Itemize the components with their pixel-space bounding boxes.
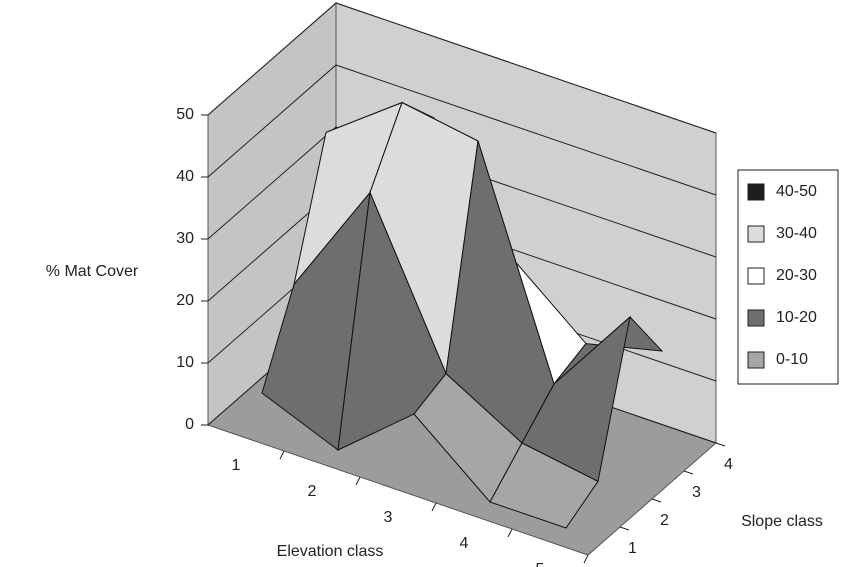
- legend-swatch: [747, 351, 765, 369]
- legend-label: 0-10: [776, 351, 808, 368]
- z-tick-label: 30: [176, 230, 194, 247]
- legend-swatch: [747, 225, 765, 243]
- y-tick-label: 1: [628, 540, 637, 557]
- legend-swatch: [747, 183, 765, 201]
- x-tick-label: 4: [460, 535, 469, 552]
- y-tick-label: 2: [660, 512, 669, 529]
- z-tick-label: 0: [185, 416, 194, 433]
- x-tick-label: 2: [308, 483, 317, 500]
- legend-swatch: [747, 309, 765, 327]
- x-tick-label: 5: [536, 561, 545, 567]
- legend-swatch: [747, 267, 765, 285]
- y-tick: [715, 442, 726, 447]
- y-axis-title: Slope class: [741, 513, 823, 530]
- grid-line: [207, 126, 717, 258]
- y-tick: [683, 470, 694, 475]
- legend-label: 20-30: [776, 267, 817, 284]
- z-axis-title: % Mat Cover: [46, 263, 139, 280]
- x-tick-label: 1: [232, 457, 241, 474]
- x-tick: [431, 502, 437, 512]
- grid-line: [207, 2, 717, 134]
- z-tick-label: 40: [176, 168, 194, 185]
- z-tick-label: 50: [176, 106, 194, 123]
- legend-label: 10-20: [776, 309, 817, 326]
- y-tick: [619, 526, 630, 531]
- x-tick: [279, 450, 285, 460]
- x-tick-label: 3: [384, 509, 393, 526]
- x-axis-title: Elevation class: [277, 543, 384, 560]
- grid-line: [207, 64, 717, 196]
- legend-label: 40-50: [776, 183, 817, 200]
- y-tick-label: 3: [692, 484, 701, 501]
- y-tick-label: 4: [724, 456, 733, 473]
- y-tick: [651, 498, 662, 503]
- x-tick: [583, 554, 589, 564]
- surface-cell: [489, 442, 599, 529]
- legend-label: 30-40: [776, 225, 817, 242]
- z-tick-label: 10: [176, 354, 194, 371]
- x-tick: [507, 528, 513, 538]
- z-tick-label: 20: [176, 292, 194, 309]
- x-tick: [355, 476, 361, 486]
